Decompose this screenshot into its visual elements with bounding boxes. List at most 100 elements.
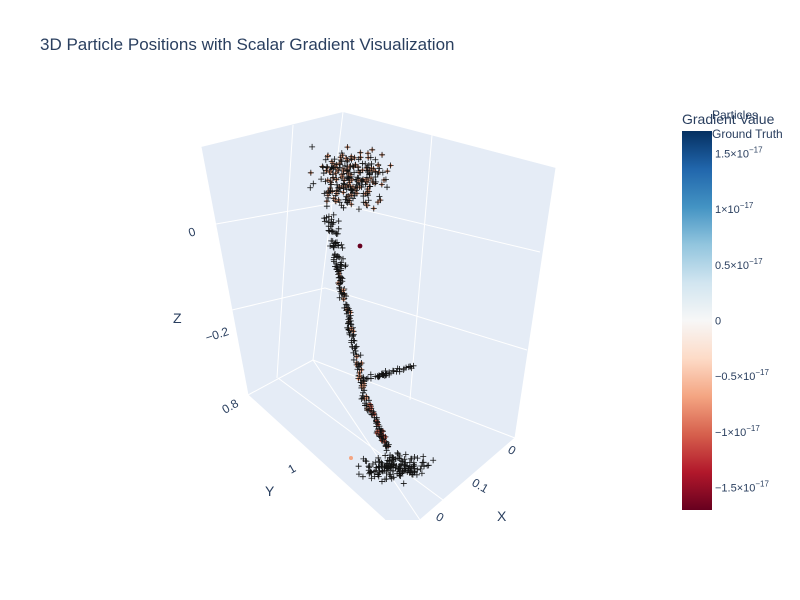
ground-truth-point	[368, 165, 375, 172]
ground-truth-point	[375, 473, 382, 480]
ground-truth-point	[362, 181, 369, 188]
ground-truth-point	[372, 178, 379, 185]
ground-truth-point	[333, 190, 340, 197]
colorbar-tick-label: −1×10−17	[715, 424, 760, 439]
ground-truth-point	[361, 400, 368, 407]
ground-truth-point	[328, 219, 335, 226]
legend: Particles Ground Truth	[712, 108, 783, 141]
ground-truth-point	[344, 304, 351, 311]
ground-truth-point	[358, 366, 365, 373]
ground-truth-point	[357, 149, 364, 156]
ground-truth-point	[370, 408, 377, 415]
ground-truth-point	[414, 455, 421, 462]
ground-truth-point	[342, 301, 349, 308]
ground-truth-point	[351, 169, 358, 176]
ground-truth-point	[338, 241, 345, 248]
ground-truth-point	[333, 263, 340, 270]
ground-truth-point	[359, 473, 366, 480]
ground-truth-point	[336, 164, 343, 171]
ground-truth-point	[363, 393, 370, 400]
ground-truth-point	[383, 447, 390, 454]
colorbar-tick-label: 1×10−17	[715, 201, 754, 216]
ground-truth-point	[344, 157, 351, 164]
ground-truth-point	[324, 153, 331, 160]
ground-truth-point	[397, 472, 404, 479]
ground-truth-point	[372, 467, 379, 474]
ground-truth-point	[360, 199, 367, 206]
ground-truth-point	[386, 370, 393, 377]
ground-truth-point	[355, 156, 362, 163]
ground-truth-point	[336, 280, 343, 287]
ground-truth-point	[345, 170, 352, 177]
colorbar-gradient	[682, 131, 712, 510]
ground-truth-point	[358, 360, 365, 367]
ground-truth-point	[307, 169, 314, 176]
ground-truth-point	[328, 181, 335, 188]
ground-truth-point	[344, 158, 351, 165]
ground-truth-point	[382, 462, 389, 469]
ground-truth-point	[362, 190, 369, 197]
ground-truth-point	[367, 371, 374, 378]
ground-truth-point	[389, 464, 396, 471]
ground-truth-point	[340, 185, 347, 192]
ground-truth-point	[350, 337, 357, 344]
ground-truth-point	[367, 183, 374, 190]
ground-truth-point	[323, 203, 330, 210]
ground-truth-point	[327, 242, 334, 249]
colorbar-ticks: 1.5×10−17 1×10−17 0.5×10−17 0 −0.5×10−17 −1×1…	[715, 145, 769, 494]
ground-truth-point	[322, 156, 329, 163]
scene-back-wall	[201, 112, 556, 438]
ground-truth-point	[324, 192, 331, 199]
ground-truth-point	[404, 462, 411, 469]
ground-truth-point	[342, 196, 349, 203]
ground-truth-point	[341, 177, 348, 184]
ground-truth-point	[332, 229, 339, 236]
ground-truth-point	[330, 254, 337, 261]
ground-truth-point	[363, 202, 370, 209]
ground-truth-point	[337, 161, 344, 168]
ground-truth-point	[335, 167, 342, 174]
ground-truth-point	[360, 378, 367, 385]
colorbar-title: Gradient Value	[682, 111, 775, 127]
x-tick-label: 0.1	[470, 475, 492, 496]
ground-truth-point	[385, 467, 392, 474]
ground-truth-point	[348, 155, 355, 162]
ground-truth-point	[372, 156, 379, 163]
ground-truth-point	[411, 468, 418, 475]
ground-truth-point	[338, 158, 345, 165]
ground-truth-point	[321, 218, 328, 225]
ground-truth-point	[323, 167, 330, 174]
ground-truth-point	[388, 459, 395, 466]
ground-truth-point	[335, 268, 342, 275]
ground-truth-point	[375, 454, 382, 461]
ground-truth-point	[349, 183, 356, 190]
ground-truth-point	[358, 395, 365, 402]
ground-truth-point	[374, 170, 381, 177]
ground-truth-point	[344, 199, 351, 206]
colorbar-tick-label: −0.5×10−17	[715, 368, 769, 383]
colorbar-tick-label: −1.5×10−17	[715, 480, 769, 495]
ground-truth-point	[332, 163, 339, 170]
ground-truth-point	[401, 461, 408, 468]
ground-truth-point	[425, 462, 432, 469]
ground-truth-point	[379, 169, 386, 176]
z-tick-label: 0	[187, 224, 198, 239]
colorbar: Gradient Value 1.5×10−17 1×10−17 0.5×10−17…	[682, 111, 775, 510]
ground-truth-point	[408, 455, 415, 462]
ground-truth-point	[347, 163, 354, 170]
ground-truth-point	[402, 451, 409, 458]
ground-truth-point	[330, 195, 337, 202]
y-tick-label: 0.8	[220, 396, 242, 417]
ground-truth-point	[353, 361, 360, 368]
legend-entry-particles[interactable]: Particles	[712, 108, 758, 122]
ground-truth-point	[335, 225, 342, 232]
ground-truth-point	[382, 442, 389, 449]
legend-entry-ground-truth[interactable]: Ground Truth	[712, 127, 783, 141]
ground-truth-point	[356, 373, 363, 380]
scene-gridlines	[200, 111, 557, 521]
ground-truth-point	[375, 161, 382, 168]
ground-truth-point	[414, 466, 421, 473]
ground-truth-point	[330, 174, 337, 181]
ground-truth-point	[365, 154, 372, 161]
ground-truth-point	[369, 411, 376, 418]
